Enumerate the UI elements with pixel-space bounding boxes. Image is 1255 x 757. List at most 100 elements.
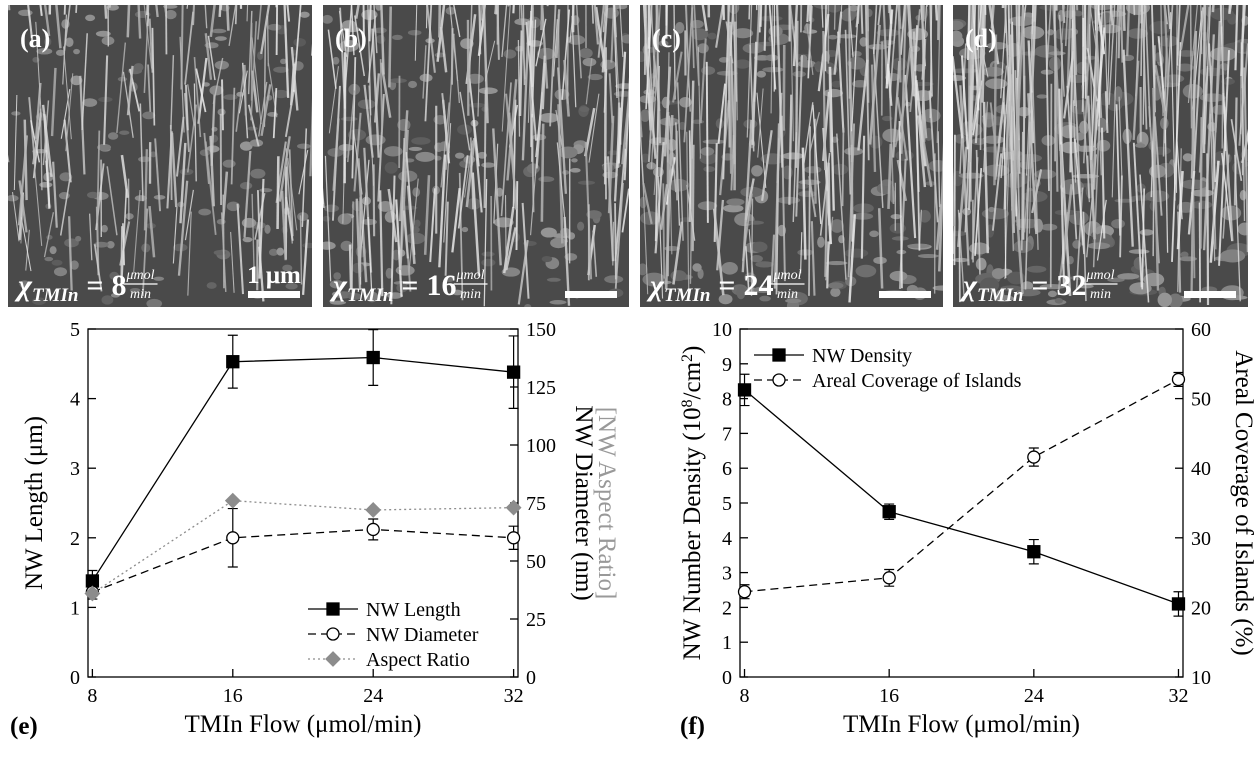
- island: [617, 3, 627, 9]
- island: [223, 94, 237, 100]
- y-axis-label: NW Length (μm): [21, 416, 48, 590]
- marker: [508, 532, 520, 544]
- nanowire: [533, 0, 534, 21]
- marker: [883, 572, 895, 584]
- marker: [1172, 373, 1184, 385]
- marker: [1172, 598, 1184, 610]
- y-tick-label: 0: [722, 667, 732, 689]
- island: [844, 248, 868, 257]
- formula-denominator: min: [130, 287, 151, 302]
- y-tick-label: 4: [70, 389, 80, 411]
- nanowire: [315, 100, 324, 208]
- y-tick-label: 9: [722, 354, 732, 376]
- island: [823, 89, 843, 97]
- island: [950, 31, 962, 42]
- nanowire: [830, 67, 831, 152]
- island: [782, 152, 803, 159]
- marker: [739, 586, 751, 598]
- island: [18, 10, 32, 16]
- island: [339, 144, 354, 151]
- y2-tick-label: 20: [1191, 597, 1211, 619]
- nanowire: [849, 0, 850, 99]
- legend-marker: [327, 603, 339, 615]
- nanowire: [723, 0, 724, 20]
- y2-axis-label: Areal Coverage of Islands (%): [1230, 350, 1255, 655]
- island: [243, 237, 253, 242]
- island: [583, 58, 597, 66]
- island: [119, 130, 129, 134]
- island: [276, 248, 284, 256]
- island: [504, 49, 517, 58]
- marker: [226, 494, 240, 508]
- scale-bar-label: 1 μm: [247, 262, 301, 289]
- nanowire: [542, 124, 543, 222]
- island: [621, 34, 634, 43]
- y-tick-label: 8: [722, 389, 732, 411]
- island: [332, 57, 339, 65]
- island: [579, 107, 589, 112]
- island: [389, 78, 407, 83]
- island: [153, 277, 164, 281]
- y-axis-label-part: NW Number Density (10: [679, 407, 706, 660]
- island: [869, 231, 879, 238]
- island: [482, 252, 495, 257]
- island: [198, 209, 211, 216]
- y2-tick-label: 150: [526, 319, 556, 341]
- island: [949, 21, 964, 31]
- formula-numerator: μmol: [456, 268, 485, 283]
- nanowire: [108, 0, 109, 47]
- island: [211, 29, 226, 34]
- marker: [508, 366, 520, 378]
- island: [44, 257, 53, 261]
- panel-label: (b): [335, 24, 367, 53]
- formula-numerator: μmol: [1086, 268, 1115, 283]
- island: [481, 259, 495, 267]
- nanowire: [615, 203, 616, 279]
- island: [828, 282, 843, 289]
- formula-equals: =: [86, 269, 103, 302]
- nanowire: [506, 195, 507, 270]
- island: [1111, 219, 1125, 228]
- island: [1191, 189, 1214, 196]
- island: [1041, 224, 1058, 231]
- island: [793, 71, 806, 77]
- y-tick-label: 7: [722, 423, 732, 445]
- island: [297, 144, 311, 149]
- series-line: [92, 529, 513, 592]
- scale-bar: [879, 291, 931, 298]
- x-tick-label: 24: [1024, 685, 1044, 707]
- nanowire: [485, 90, 486, 208]
- island: [703, 139, 726, 144]
- y2-axis-label-secondary: [NW Aspect Ratio]: [593, 407, 620, 600]
- nanowire: [517, 181, 518, 250]
- island: [455, 153, 464, 159]
- y2-tick-label: 60: [1191, 319, 1211, 341]
- island: [817, 236, 824, 247]
- y-tick-label: 0: [70, 667, 80, 689]
- island: [755, 261, 773, 267]
- y-tick-label: 5: [70, 319, 80, 341]
- marker: [1028, 546, 1040, 558]
- island: [50, 246, 57, 254]
- formula-value: 24: [744, 269, 774, 302]
- formula-value: 16: [427, 269, 457, 302]
- island: [946, 231, 967, 236]
- legend-label: NW Density: [812, 345, 912, 367]
- island: [692, 263, 701, 272]
- legend-label: NW Length: [366, 599, 461, 621]
- island: [293, 38, 306, 47]
- nanowire: [994, 34, 995, 185]
- y-tick-label: 2: [722, 597, 732, 619]
- island: [180, 169, 194, 176]
- island: [992, 268, 1005, 279]
- island: [242, 218, 256, 228]
- nanowire: [345, 52, 346, 183]
- y-tick-label: 1: [722, 632, 732, 654]
- nanowire: [222, 79, 223, 130]
- island: [577, 222, 584, 231]
- formula-value: 8: [112, 269, 127, 302]
- sem-image: [635, 0, 953, 313]
- island: [1238, 222, 1252, 235]
- island: [411, 137, 430, 145]
- island: [1034, 170, 1056, 179]
